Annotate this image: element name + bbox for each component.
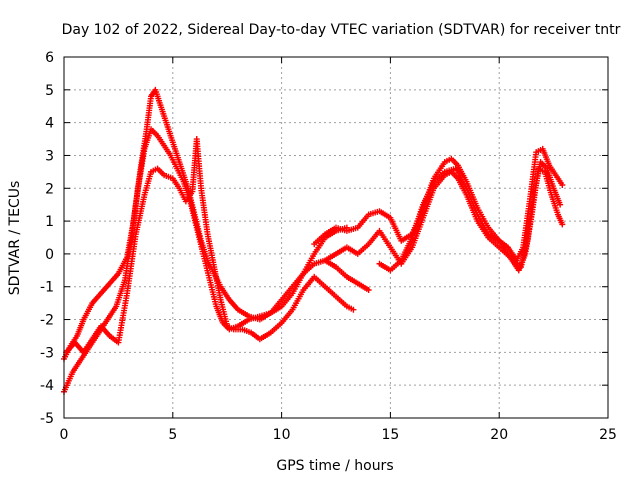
series-track-2: [61, 126, 350, 395]
y-tick-label: 4: [45, 116, 54, 132]
y-tick-label: -4: [40, 378, 54, 394]
y-tick-label: 2: [45, 181, 54, 197]
y-tick-label: 6: [45, 50, 54, 66]
x-tick-label: 5: [168, 427, 177, 443]
plot-frame: [63, 56, 609, 419]
y-tick-label: -2: [40, 313, 54, 329]
x-axis-ticks: 0 5 10 15 20 25: [60, 57, 617, 443]
y-tick-label: 5: [45, 83, 54, 99]
x-tick-label: 0: [60, 427, 69, 443]
x-tick-label: 25: [599, 427, 617, 443]
y-tick-label: 1: [45, 214, 54, 230]
y-tick-label: -3: [40, 345, 54, 361]
x-axis-label: GPS time / hours: [276, 458, 393, 474]
y-axis-ticks: -5 -4 -3 -2 -1 0 1 2 3 4 5 6: [40, 50, 608, 427]
data-point: [350, 306, 357, 313]
series-track-6: [376, 159, 564, 274]
y-axis-label: SDTVAR / TECUs: [7, 181, 23, 296]
x-tick-label: 20: [490, 427, 508, 443]
data-point: [557, 201, 564, 208]
data-points: [61, 86, 566, 395]
x-tick-label: 10: [273, 427, 291, 443]
y-tick-label: 0: [45, 247, 54, 263]
data-point: [365, 287, 372, 294]
data-point: [559, 181, 566, 188]
y-tick-label: 3: [45, 148, 54, 164]
y-tick-label: -1: [40, 280, 54, 296]
x-tick-label: 15: [381, 427, 399, 443]
data-point: [559, 221, 566, 228]
chart-title: Day 102 of 2022, Sidereal Day-to-day VTE…: [62, 22, 621, 38]
y-tick-label: -5: [40, 411, 54, 427]
series-track-3: [63, 136, 357, 356]
